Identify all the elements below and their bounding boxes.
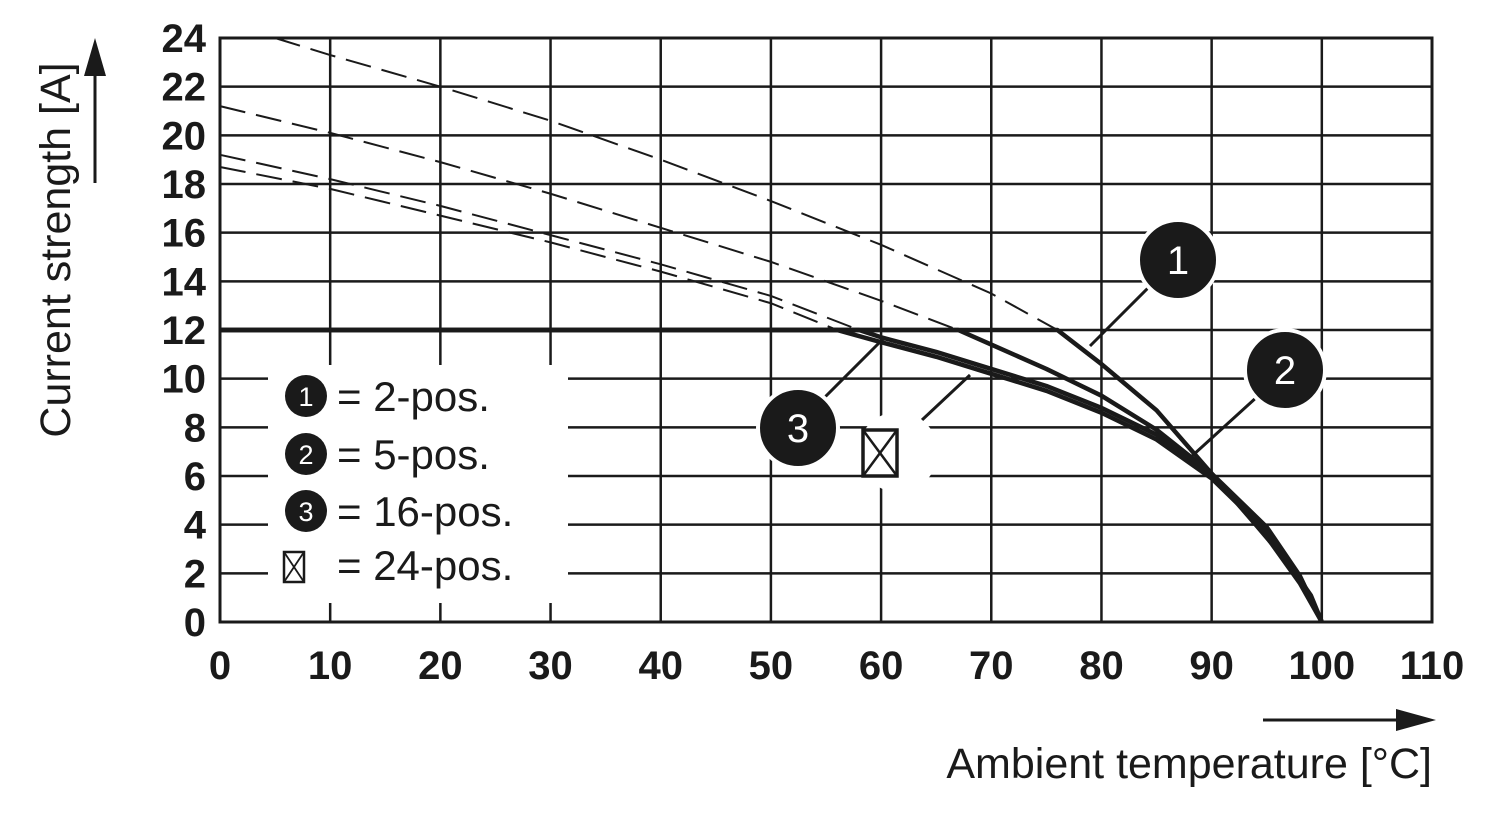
grid: [218, 36, 1434, 624]
legend-badge-1-label: 1: [298, 382, 313, 412]
extrapolated-curves: [219, 37, 1058, 331]
callout-badge-3-label: 3: [787, 407, 809, 451]
legend-label-2: = 5-pos.: [337, 431, 490, 478]
legend-badge-1: [285, 375, 327, 417]
leader-line-2: [1190, 394, 1260, 458]
legend-label-3: = 16-pos.: [337, 488, 513, 535]
x-tick-label: 40: [638, 644, 683, 688]
y-tick-label: 12: [162, 309, 207, 353]
extrapolated-curve-1: [274, 37, 1058, 331]
x-tick-label: 90: [1189, 644, 1234, 688]
legend-item-3: 3 = 16-pos.: [285, 488, 513, 535]
legend-item-2: 2 = 5-pos.: [285, 431, 490, 478]
y-tick-label: 0: [184, 601, 206, 645]
legend-crossed-box-icon: [282, 550, 306, 584]
x-tick-label: 100: [1288, 644, 1355, 688]
y-tick-label: 14: [162, 260, 207, 304]
legend-badge-3-label: 3: [298, 497, 313, 527]
x-tick-labels: 0 10 20 30 40 50 60 70 80 90 100 110: [209, 644, 1464, 688]
callout-badge-2-label: 2: [1274, 349, 1296, 393]
x-tick-label: 80: [1079, 644, 1124, 688]
y-axis-arrowhead: [84, 38, 106, 76]
derating-curves: [220, 327, 1324, 624]
y-tick-label: 18: [162, 163, 207, 207]
x-tick-label: 10: [308, 644, 353, 688]
leader-line-4: [920, 373, 972, 422]
callout-badge-1: [1136, 218, 1220, 302]
curve-callouts: 1 2 3: [756, 218, 1327, 492]
legend-label-4: = 24-pos.: [337, 542, 513, 589]
derating-curve-4: [220, 327, 1324, 624]
extrapolated-curve-2: [219, 105, 959, 331]
y-tick-label: 2: [184, 552, 206, 596]
extrapolated-curve-4: [219, 165, 838, 331]
callout-badge-1-label: 1: [1167, 239, 1189, 283]
callout-badge-3: [756, 386, 840, 470]
x-axis-title: Ambient temperature [°C]: [946, 740, 1432, 788]
leader-line-3: [820, 335, 887, 402]
y-tick-label: 16: [162, 212, 207, 256]
callout-badge-2: [1243, 328, 1327, 412]
y-tick-label: 24: [162, 17, 207, 61]
x-tick-label: 20: [418, 644, 463, 688]
x-tick-label: 50: [749, 644, 794, 688]
legend-badge-2: [285, 433, 327, 475]
legend: 1 = 2-pos. 2 = 5-pos. 3 = 16-pos. = 24-p…: [268, 365, 568, 603]
derating-curve-2: [220, 327, 1324, 624]
y-tick-label: 4: [184, 504, 207, 548]
y-tick-label: 22: [162, 66, 207, 110]
x-tick-label: 70: [969, 644, 1014, 688]
y-tick-label: 10: [162, 358, 207, 402]
x-axis-arrowhead: [1396, 709, 1436, 731]
crossed-box-icon: [861, 428, 899, 478]
extrapolated-curve-3: [219, 153, 860, 331]
x-tick-label: 30: [528, 644, 573, 688]
x-tick-label: 110: [1400, 644, 1465, 688]
legend-item-1: 1 = 2-pos.: [285, 373, 490, 420]
legend-label-1: = 2-pos.: [337, 373, 490, 420]
x-tick-label: 60: [859, 644, 904, 688]
leader-line-1: [1088, 282, 1154, 348]
y-tick-label: 8: [184, 406, 206, 450]
y-axis-title: Current strength [A]: [32, 62, 80, 437]
legend-badge-3: [285, 490, 327, 532]
legend-badge-2-label: 2: [298, 440, 313, 470]
x-tick-label: 0: [209, 644, 231, 688]
legend-item-4: = 24-pos.: [282, 542, 513, 589]
derating-curve-3: [220, 327, 1324, 623]
y-tick-label: 20: [162, 114, 207, 158]
y-tick-label: 6: [184, 455, 206, 499]
